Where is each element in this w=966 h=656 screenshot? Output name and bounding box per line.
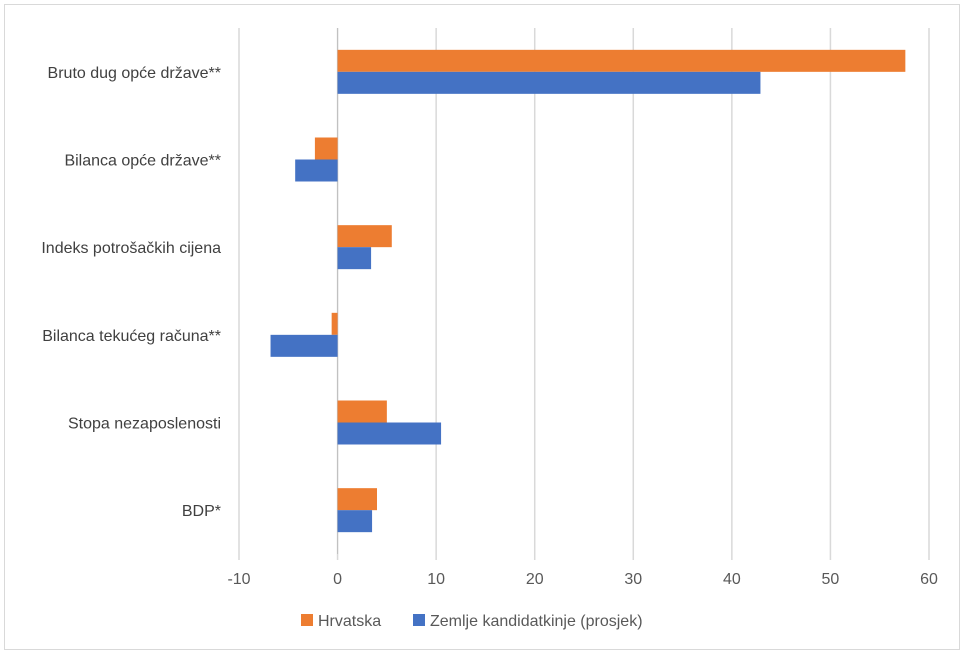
x-tick-label-0: -10 xyxy=(227,571,250,588)
bar-zemlje-3 xyxy=(270,334,338,357)
bar-hrvatska-4 xyxy=(337,400,387,423)
x-tick-label-3: 20 xyxy=(526,571,544,588)
category-label-1: Bilanca opće države** xyxy=(64,153,221,170)
bar-hrvatska-0 xyxy=(337,49,906,72)
x-tick-label-5: 40 xyxy=(723,571,741,588)
bar-zemlje-0 xyxy=(337,71,761,94)
bars xyxy=(270,49,906,533)
x-tick-label-6: 50 xyxy=(822,571,840,588)
bar-hrvatska-5 xyxy=(337,488,377,511)
legend-swatch-0 xyxy=(301,614,313,626)
x-tick-label-7: 60 xyxy=(920,571,938,588)
category-label-5: BDP* xyxy=(182,503,221,520)
bar-zemlje-1 xyxy=(295,159,338,182)
gridlines xyxy=(238,28,930,560)
category-label-2: Indeks potrošačkih cijena xyxy=(41,240,221,257)
legend: Hrvatska Zemlje kandidatkinje (prosjek) xyxy=(301,613,643,630)
legend-label-0: Hrvatska xyxy=(318,613,381,630)
bar-hrvatska-2 xyxy=(337,225,392,248)
bar-zemlje-2 xyxy=(337,247,372,270)
x-tick-label-4: 30 xyxy=(624,571,642,588)
x-tick-label-2: 10 xyxy=(427,571,445,588)
legend-swatch-1 xyxy=(413,614,425,626)
x-tick-labels: -10 0 10 20 30 40 50 60 xyxy=(227,571,938,588)
category-label-0: Bruto dug opće države** xyxy=(48,65,221,82)
legend-label-1: Zemlje kandidatkinje (prosjek) xyxy=(430,613,643,630)
bar-hrvatska-1 xyxy=(314,137,338,160)
bar-zemlje-4 xyxy=(337,422,442,445)
bar-zemlje-5 xyxy=(337,510,373,533)
bar-hrvatska-3 xyxy=(331,312,338,335)
category-label-4: Stopa nezaposlenosti xyxy=(68,416,221,433)
x-tick-label-1: 0 xyxy=(333,571,342,588)
chart-frame xyxy=(4,4,960,650)
category-labels: Bruto dug opće države** Bilanca opće drža… xyxy=(41,65,221,520)
category-label-3: Bilanca tekućeg računa** xyxy=(42,328,221,345)
